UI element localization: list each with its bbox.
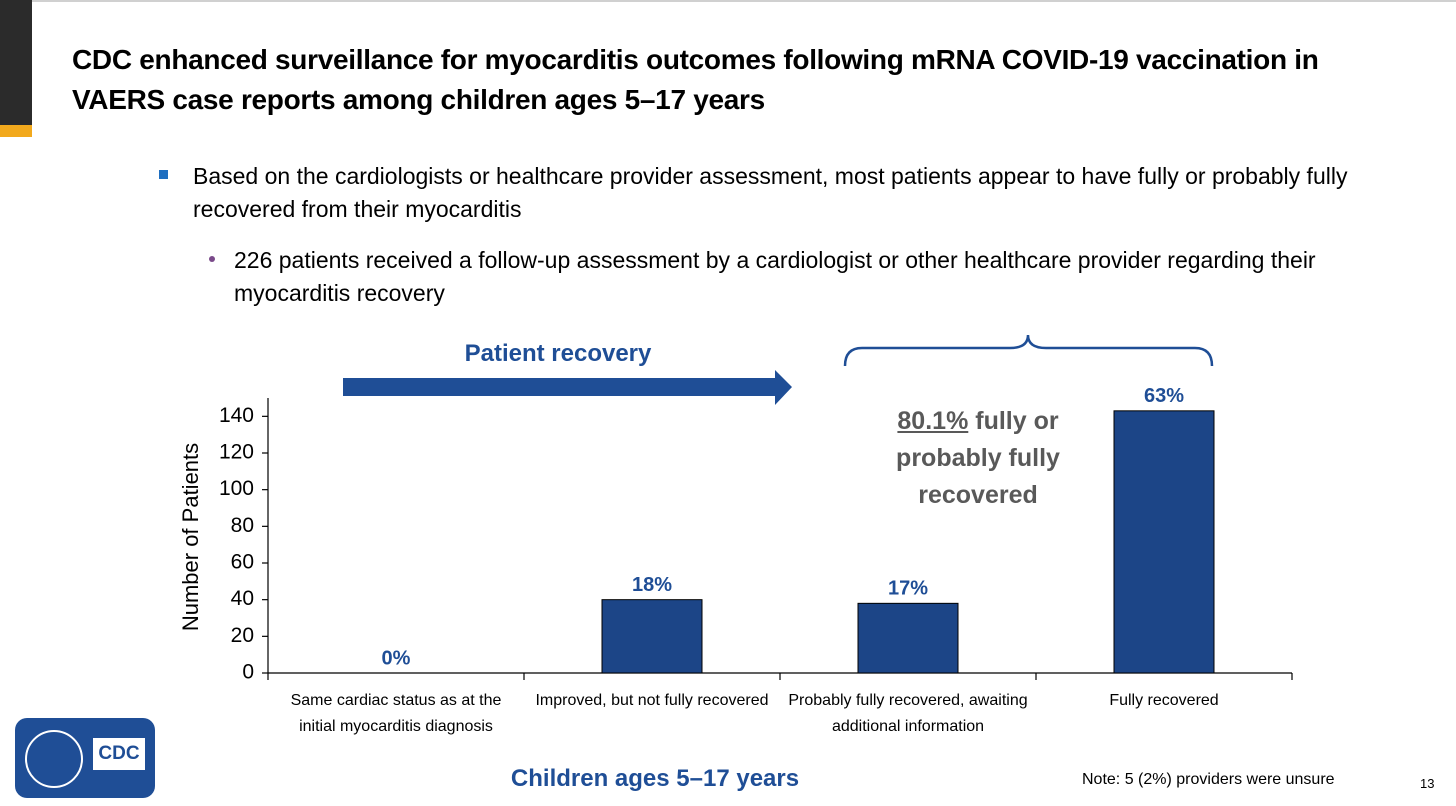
accent-bar	[0, 0, 32, 125]
bullet: Based on the cardiologists or healthcare…	[193, 163, 1348, 222]
x-tick-label: Fully recovered	[1109, 692, 1219, 709]
y-axis-title: Number of Patients	[178, 443, 203, 631]
y-tick-label: 120	[219, 441, 254, 464]
value-label: 18%	[632, 574, 672, 596]
bar	[601, 599, 703, 674]
recovery-arrow	[343, 370, 792, 405]
value-label: 63%	[1144, 385, 1184, 407]
value-label: 0%	[382, 647, 411, 669]
arrow-label: Patient recovery	[464, 340, 652, 367]
y-tick-label: 60	[231, 551, 254, 574]
annotation: 80.1% fully or probably fully recovered	[850, 403, 1106, 514]
x-tick-label: Probably fully recovered, awaiting addit…	[788, 692, 1028, 735]
annotation-highlight: 80.1%	[897, 407, 969, 435]
footnote: Note: 5 (2%) providers were unsure	[1082, 771, 1335, 788]
sub-bullet: 226 patients received a follow-up assess…	[234, 247, 1316, 306]
logo: CDC	[15, 718, 155, 798]
y-tick-label: 80	[231, 514, 254, 537]
bar	[857, 602, 959, 674]
page-number: 13	[1420, 776, 1435, 791]
y-tick-label: 20	[231, 624, 254, 647]
x-tick-label: Same cardiac status as at the initial my…	[290, 692, 502, 735]
bar	[1113, 410, 1215, 674]
x-axis-title: Children ages 5–17 years	[510, 765, 800, 792]
accent-bar-orange	[0, 125, 32, 137]
bullet-marker	[159, 170, 168, 179]
y-tick-label: 100	[219, 477, 254, 500]
annotation-text: fully or probably fully recovered	[896, 407, 1060, 509]
x-tick-label: Improved, but not fully recovered	[535, 692, 769, 709]
sub-bullet-marker	[209, 256, 215, 262]
hhs-seal	[25, 730, 83, 788]
logo-text: CDC	[93, 738, 145, 770]
y-tick-label: 140	[219, 404, 254, 427]
top-rule	[0, 0, 1456, 2]
value-label: 17%	[888, 578, 928, 600]
y-tick-label: 40	[231, 587, 254, 610]
bracket	[843, 334, 1214, 367]
y-tick-label: 0	[242, 661, 254, 684]
slide-title: CDC enhanced surveillance for myocarditi…	[72, 44, 1319, 115]
